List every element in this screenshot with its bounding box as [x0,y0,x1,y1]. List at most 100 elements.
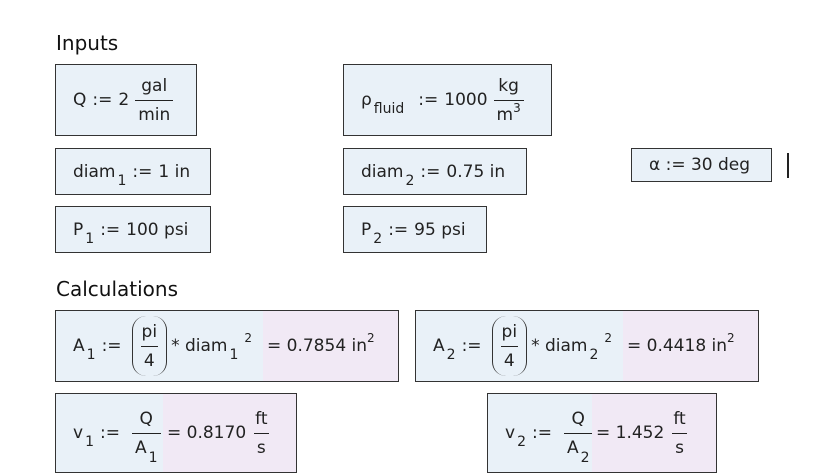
den-sub: 1 [148,449,158,466]
input-diam2[interactable]: diam 2 := 0.75 in [343,148,527,195]
assign-op: := [418,90,439,110]
fraction: pi 4 [139,322,161,371]
unit-fraction: gal min [135,75,174,125]
unit-den: min [135,99,174,125]
denominator: 4 [500,345,518,371]
input-P2[interactable]: P 2 := 95 psi [343,206,487,253]
unit-den: s [253,432,269,458]
parenthesis: pi 4 [491,316,528,376]
var-name: P [361,219,372,240]
var-sub: 2 [517,434,526,450]
value: 2 [118,90,130,110]
assign-op: := [101,336,122,356]
unit-den-base: m [496,104,514,125]
result-value: = 0.4418 in [627,336,728,356]
var-sub: 2 [446,347,456,363]
den-base: A [566,437,579,458]
var-name: v [505,423,516,443]
alpha-expression: α := 30 deg [649,155,751,175]
assign-op: := [132,161,153,182]
result: = 0.8170 ft s [163,394,296,472]
result-exp: 2 [727,331,735,345]
multiplier: * diam [531,336,588,356]
var-sub: 2 [405,172,415,189]
denominator: 4 [140,345,158,371]
parenthesis: pi 4 [131,316,168,376]
var-sub: 1 [85,230,95,247]
unit-fraction: ft s [670,409,688,458]
inputs-heading: Inputs [56,31,119,55]
var-name: A [433,336,445,356]
value: 95 psi [414,219,466,240]
numerator: Q [139,408,153,429]
exponent: 2 [244,331,253,345]
unit-den-exp: 3 [513,100,521,115]
value: 1000 [444,90,488,110]
var-name: A [73,336,85,356]
numerator: pi [501,321,518,342]
assign-op: := [100,219,121,240]
input-P1[interactable]: P 1:= 100 psi [55,206,211,253]
input-Q[interactable]: Q:= 2 gal min [55,64,197,136]
fraction: pi 4 [499,322,521,371]
var-sub: 1 [117,172,127,189]
calculations-heading: Calculations [56,277,178,301]
unit-num: kg [498,75,519,96]
result: = 0.7854 in 2 [263,311,398,381]
value: 1 in [158,161,191,182]
exponent: 2 [604,331,613,345]
assign-op: := [388,219,409,240]
result-exp: 2 [367,331,375,345]
result: = 1.452 ft s [592,394,716,472]
unit-fraction: kg m3 [493,75,524,125]
result: = 0.4418 in 2 [623,311,758,381]
text-cursor [787,153,789,178]
var-sub: 1 [85,434,94,450]
result-value: = 0.8170 [167,423,247,443]
var-name: v [73,423,84,443]
var-sub: 2 [373,230,383,247]
assign-op: := [92,90,113,110]
calc-A2[interactable]: A 2:= pi 4 * diam 2 2 = 0.4418 in 2 [415,310,759,382]
unit-num: ft [255,408,268,429]
unit-fraction: ft s [252,409,270,458]
calc-A1[interactable]: A 1:= pi 4 * diam 1 2 = 0.7854 in 2 [55,310,399,382]
multiplier-sub: 1 [229,347,239,363]
var-name: diam [361,161,404,182]
assign-op: := [461,336,482,356]
expression: A 1:= pi 4 * diam 1 2 [56,311,263,381]
input-rho[interactable]: ρ fluid := 1000 kg m3 [343,64,552,136]
assign-op: := [99,423,120,443]
input-alpha[interactable]: α := 30 deg [631,148,772,182]
unit-num: gal [141,75,168,96]
var-name: P [73,219,84,240]
var-name: ρ [361,90,372,110]
var-sub: fluid [373,101,405,117]
multiplier: * diam [171,336,228,356]
multiplier-sub: 2 [589,347,599,363]
numerator: pi [141,321,158,342]
var-sub: 1 [86,347,96,363]
numerator: Q [571,408,585,429]
input-diam1[interactable]: diam 1 := 1 in [55,148,211,195]
value: 0.75 in [446,161,506,182]
assign-op: := [531,423,552,443]
den-sub: 2 [580,449,590,466]
unit-num: ft [673,408,686,429]
assign-op: := [420,161,441,182]
den-base: A [134,437,147,458]
result-value: = 1.452 [596,423,665,443]
result-value: = 0.7854 in [267,336,368,356]
unit-den: s [672,432,687,458]
unit-den: m3 [493,99,524,125]
var-name: Q [73,90,87,110]
var-name: diam [73,161,116,182]
